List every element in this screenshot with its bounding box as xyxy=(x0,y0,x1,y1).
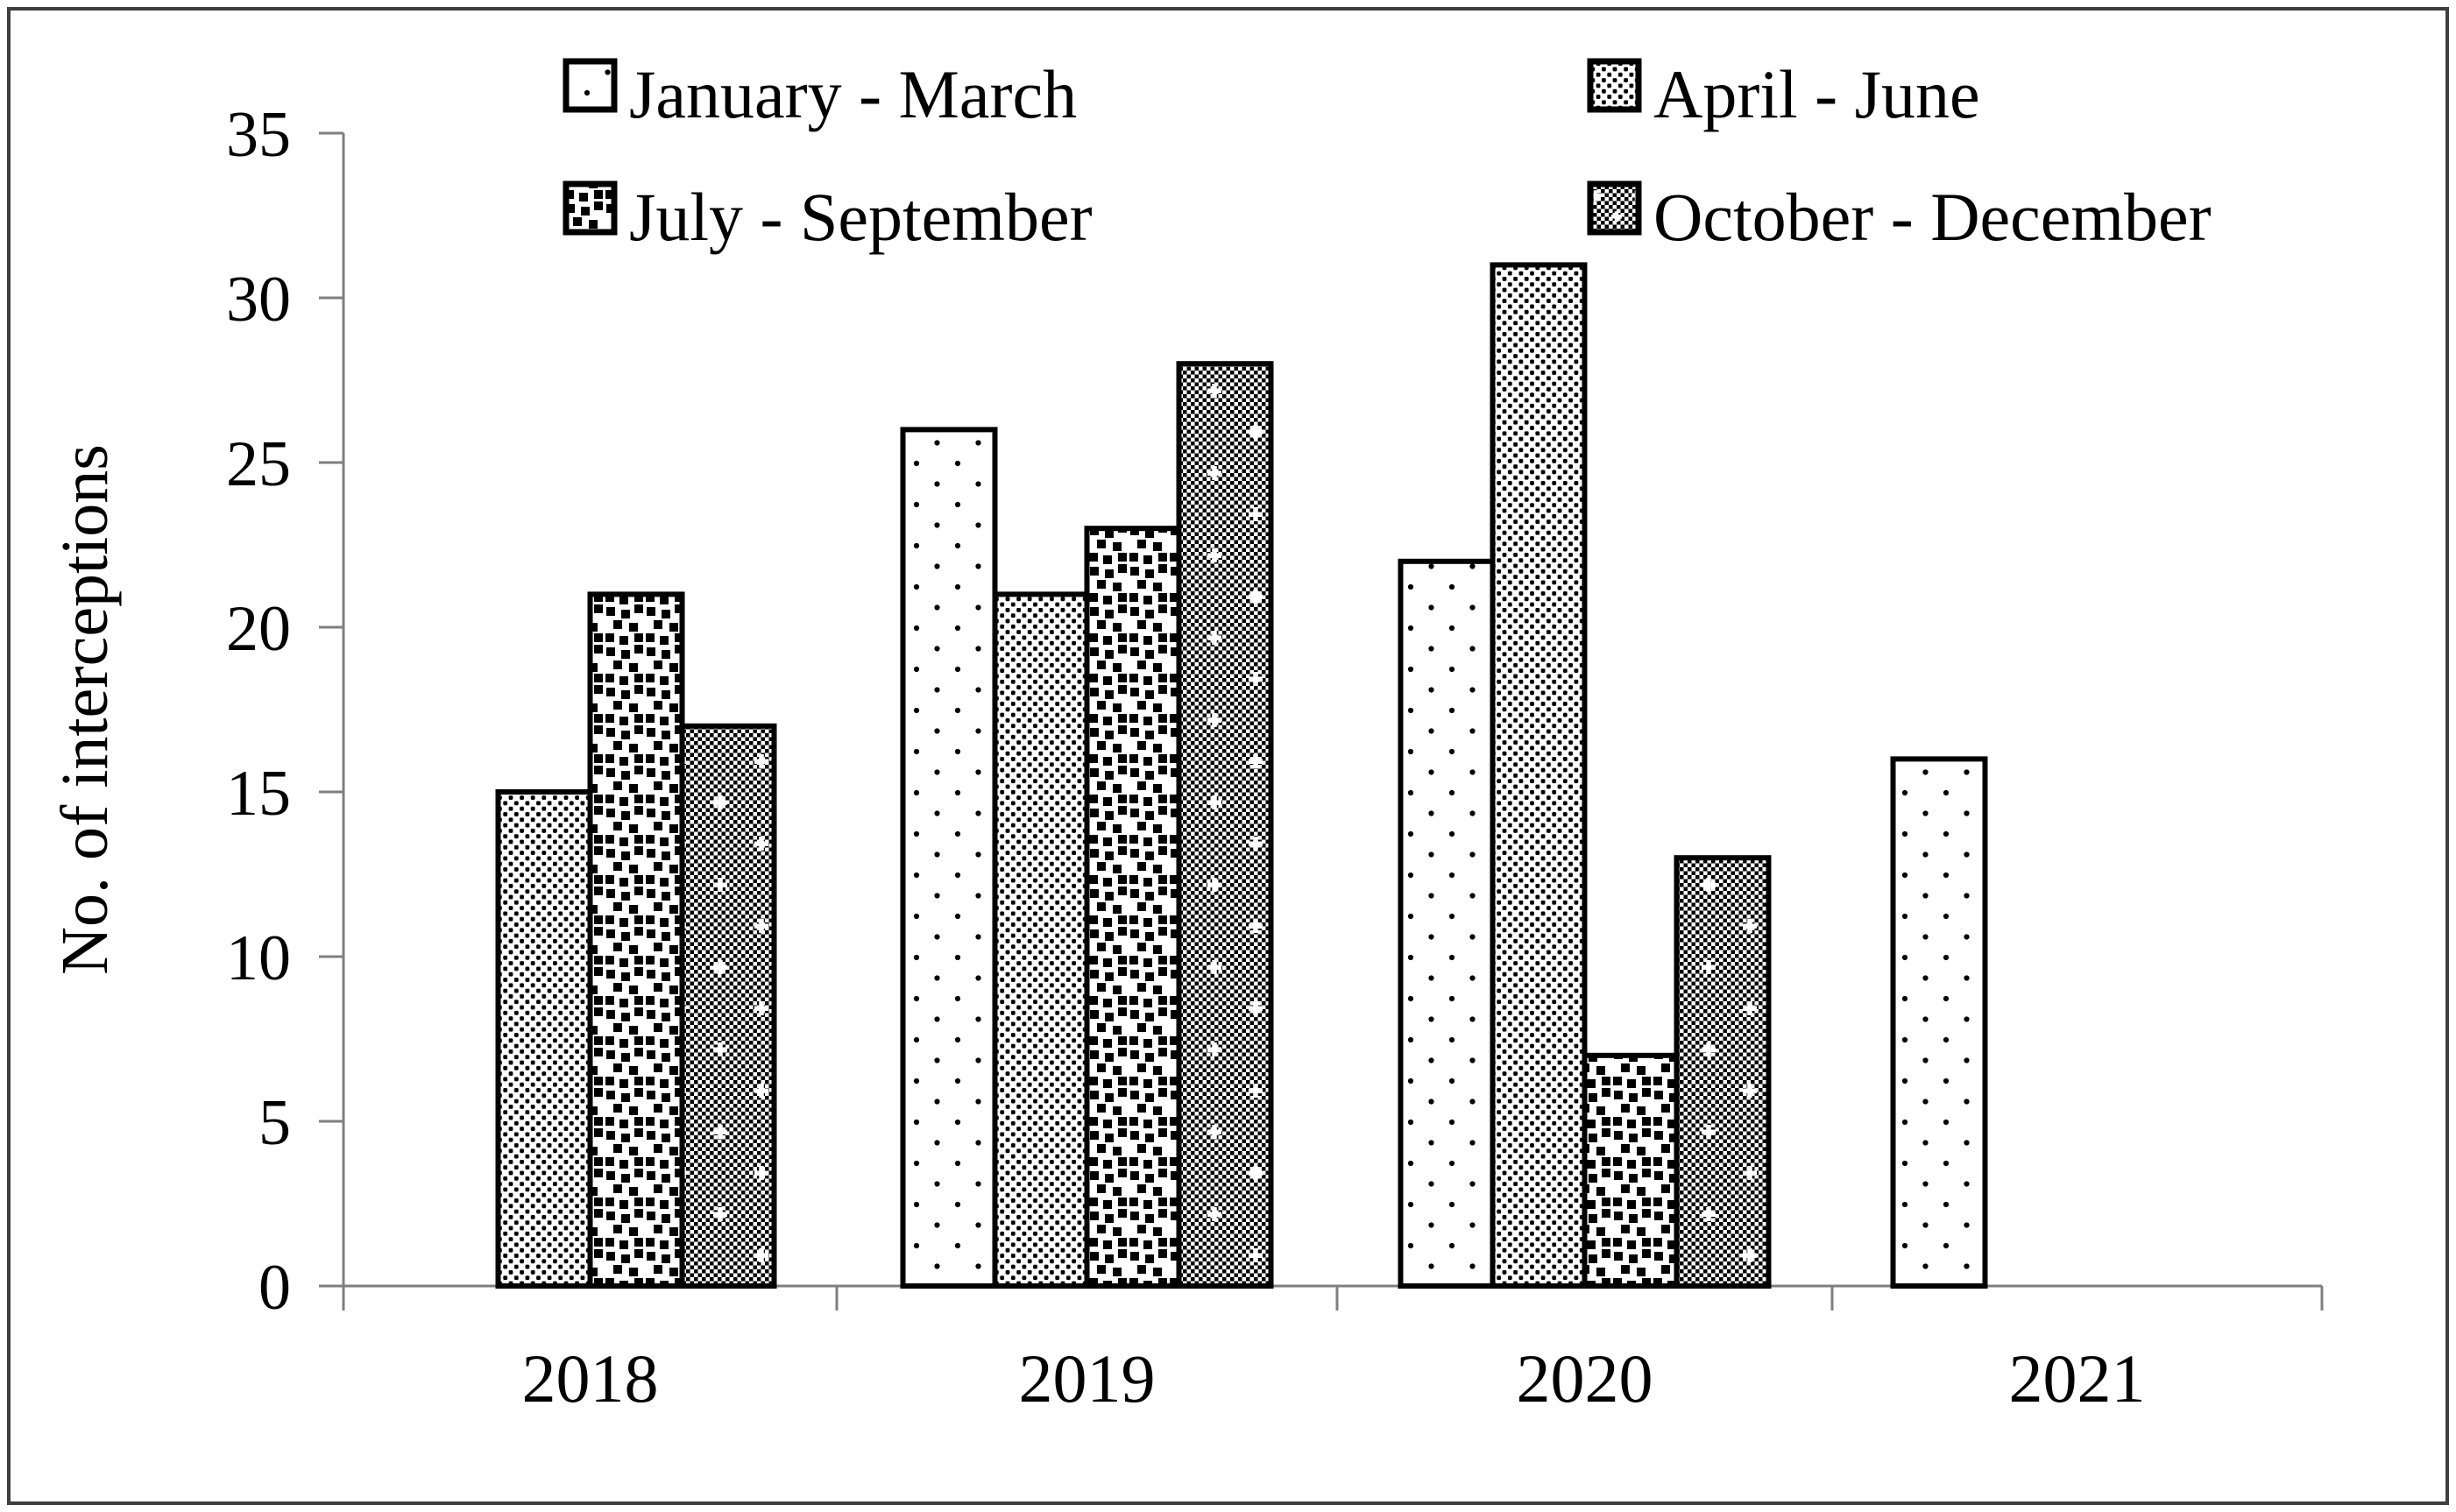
bar-2018-october-december xyxy=(679,723,777,1289)
y-tick-label-0: 0 xyxy=(258,1252,291,1324)
legend-label-october-december: October - December xyxy=(1653,179,2212,255)
y-tick-label-10: 10 xyxy=(226,922,291,994)
x-category-label-2018: 2018 xyxy=(522,1340,659,1417)
bar-2019-october-december xyxy=(1176,361,1274,1289)
figure-border xyxy=(7,7,2449,1505)
legend-label-april-june: April - June xyxy=(1653,56,1980,132)
y-axis-ticks: 0 5 10 15 20 25 30 35 xyxy=(226,99,343,1324)
legend-item-january-march: January - March xyxy=(563,56,1077,132)
bar-2018-july-september xyxy=(587,591,685,1289)
legend-item-april-june: April - June xyxy=(1587,56,1980,132)
legend-swatch-january-march xyxy=(563,58,618,113)
bar-2020-july-september xyxy=(1582,1052,1680,1289)
bar-2019-july-september xyxy=(1084,526,1182,1289)
legend-label-january-march: January - March xyxy=(629,56,1077,132)
y-tick-label-30: 30 xyxy=(226,264,291,336)
legend-label-july-september: July - September xyxy=(629,179,1093,255)
x-axis-ticks xyxy=(342,1286,2324,1311)
bar-2018-april-june xyxy=(495,789,593,1289)
bar-2021-january-march xyxy=(1890,756,1988,1289)
legend-item-october-december: October - December xyxy=(1587,179,2212,255)
y-tick-label-5: 5 xyxy=(258,1087,291,1159)
legend-swatch-july-september xyxy=(563,180,618,236)
bar-2020-october-december xyxy=(1674,855,1772,1289)
legend-swatch-april-june xyxy=(1587,58,1642,113)
legend-swatch-october-december xyxy=(1587,180,1642,236)
y-tick-label-15: 15 xyxy=(226,758,291,830)
bar-2020-april-june xyxy=(1490,262,1588,1289)
x-category-label-2021: 2021 xyxy=(2009,1340,2146,1417)
legend: January - March April - June July - Septem… xyxy=(563,56,2212,255)
x-category-label-2019: 2019 xyxy=(1019,1340,1156,1417)
y-tick-label-20: 20 xyxy=(226,593,291,665)
bar-2020-january-march xyxy=(1398,558,1496,1289)
bar-2019-april-june xyxy=(992,591,1090,1289)
y-axis-title: No. of interceptions xyxy=(48,444,122,975)
y-tick-label-35: 35 xyxy=(226,99,291,171)
x-category-label-2020: 2020 xyxy=(1517,1340,1653,1417)
legend-item-july-september: July - September xyxy=(563,179,1093,255)
bars xyxy=(495,262,1988,1289)
y-tick-label-25: 25 xyxy=(226,428,291,500)
bar-2019-january-march xyxy=(900,427,998,1289)
